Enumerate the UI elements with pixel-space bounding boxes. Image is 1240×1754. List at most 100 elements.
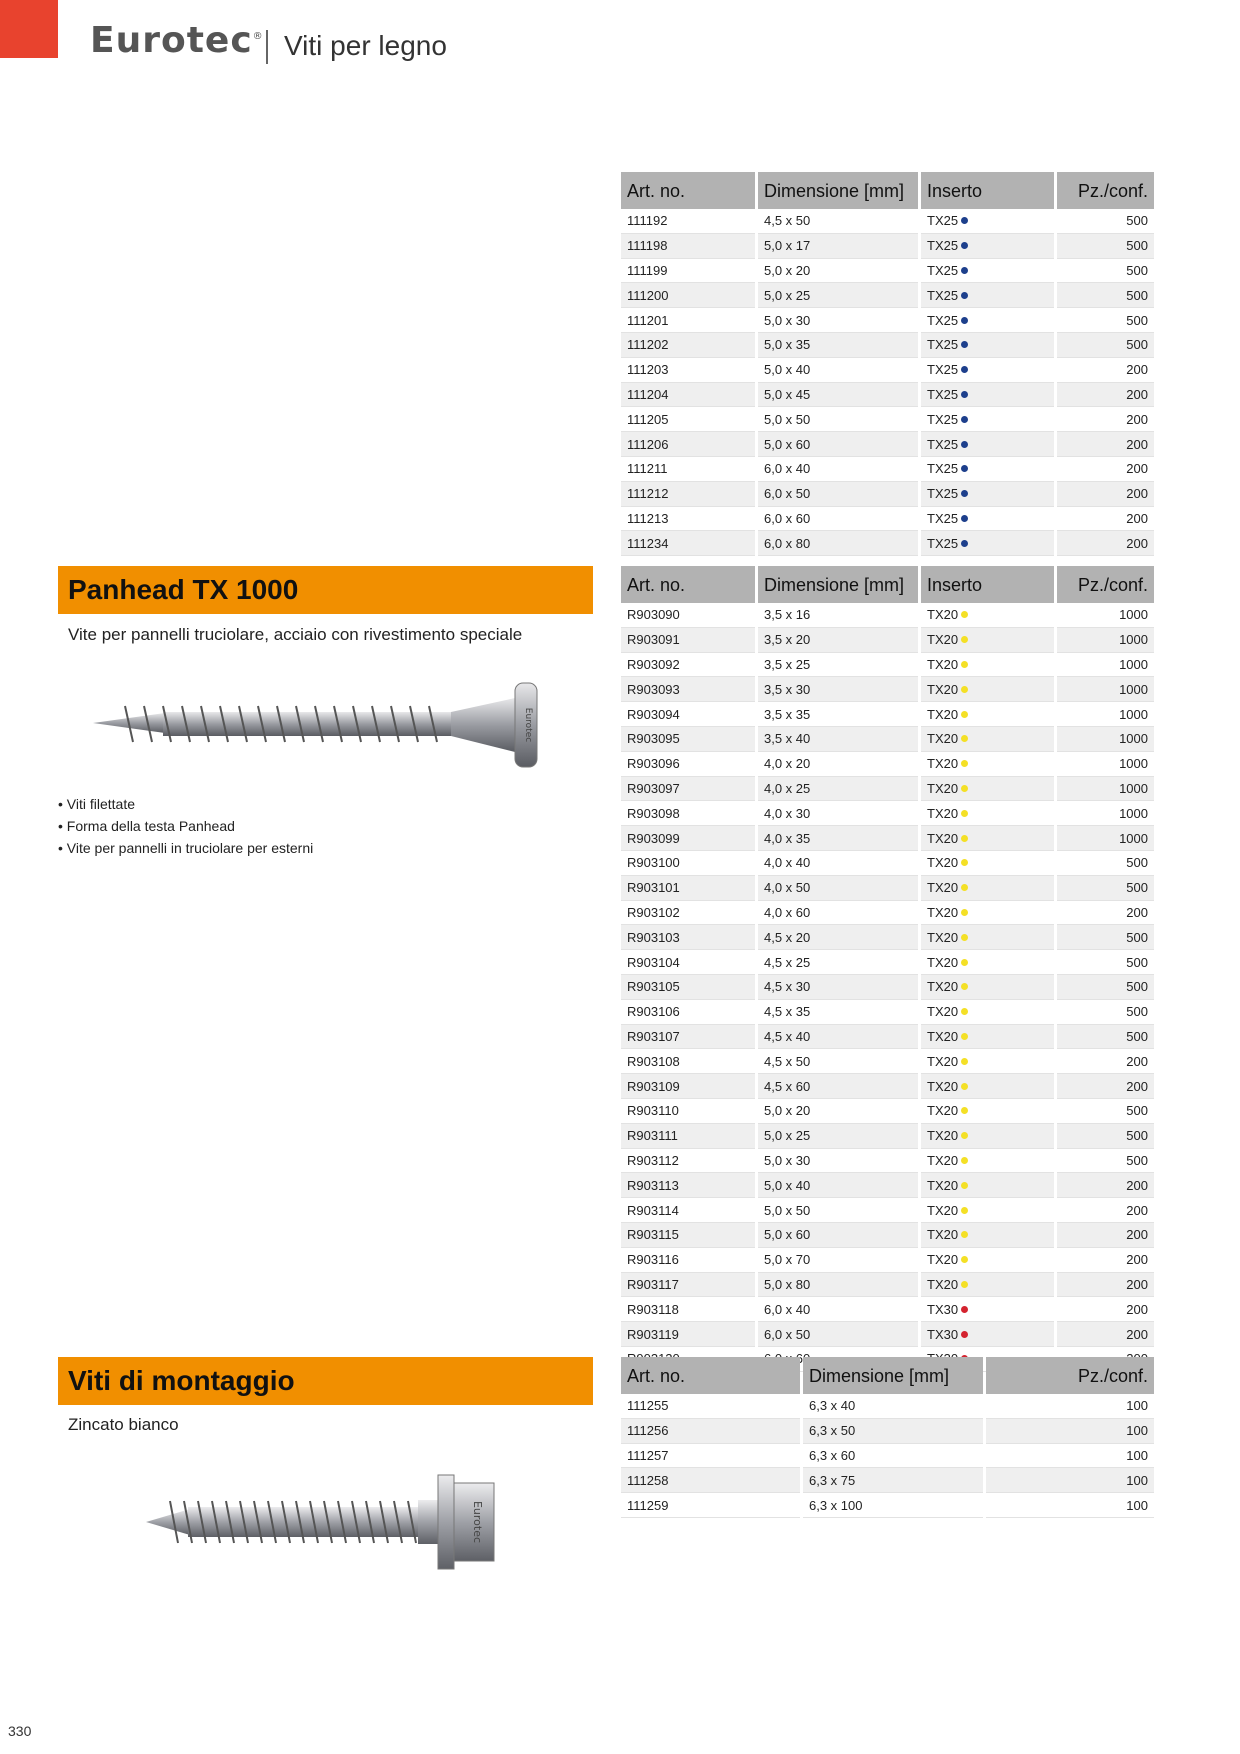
col-art-no: Art. no.	[621, 172, 755, 209]
table-cell: 200	[1057, 531, 1154, 557]
section-title-panhead: Panhead TX 1000	[58, 566, 593, 614]
bit-color-dot	[961, 636, 969, 644]
bit-color-dot	[961, 760, 969, 768]
table-cell: R903119	[621, 1322, 755, 1347]
table-cell: 111255	[621, 1394, 800, 1419]
table-cell: R903099	[621, 826, 755, 851]
cell-inserto: TX25	[921, 308, 1054, 333]
col-dimension: Dimensione [mm]	[803, 1357, 983, 1394]
bit-color-dot	[961, 908, 969, 916]
bit-color-dot	[961, 1330, 969, 1338]
col-art-no: Art. no.	[621, 1357, 800, 1394]
table-cell: 5,0 x 20	[758, 1099, 918, 1124]
cell-inserto: TX30	[921, 1322, 1054, 1347]
col-inserto: Inserto	[921, 566, 1054, 603]
table-cell: R903115	[621, 1222, 755, 1248]
table-cell: 4,5 x 20	[758, 925, 918, 951]
table-first: Art. no. Dimensione [mm] Inserto Pz./con…	[618, 172, 1157, 557]
thread-line	[162, 705, 172, 743]
table-cell: R903112	[621, 1149, 755, 1174]
bit-color-dot	[961, 316, 969, 324]
table-row: 111212 6,0 x 50 TX25 200	[621, 481, 1154, 507]
inserto-label: TX20	[927, 1004, 959, 1020]
cell-inserto: TX20	[921, 1222, 1054, 1248]
table-cell: 1000	[1057, 677, 1154, 703]
table-row: R903117 5,0 x 80 TX20 200	[621, 1272, 1154, 1298]
table-cell: 111198	[621, 233, 755, 259]
inserto-label: TX25	[927, 535, 959, 551]
col-pz-conf: Pz./conf.	[1057, 172, 1154, 209]
cell-inserto: TX25	[921, 481, 1054, 507]
cell-inserto: TX25	[921, 382, 1054, 408]
inserto-label: TX20	[927, 929, 959, 945]
table-cell: 200	[1057, 382, 1154, 408]
thread-line	[200, 705, 210, 743]
screw-head-text: Eurotec	[471, 1501, 484, 1543]
bit-color-dot	[961, 884, 969, 892]
cell-inserto: TX20	[921, 1024, 1054, 1050]
table-cell: 5,0 x 60	[758, 432, 918, 457]
cell-inserto: TX20	[921, 1173, 1054, 1199]
table-row: 111206 5,0 x 60 TX25 200	[621, 432, 1154, 457]
cell-inserto: TX25	[921, 457, 1054, 482]
table-row: R903115 5,0 x 60 TX20 200	[621, 1222, 1154, 1248]
table-cell: R903106	[621, 1000, 755, 1025]
bit-color-dot	[961, 1107, 969, 1115]
thread-line	[124, 705, 134, 743]
table-row: R903116 5,0 x 70 TX20 200	[621, 1248, 1154, 1273]
cell-inserto: TX20	[921, 752, 1054, 777]
col-inserto: Inserto	[921, 172, 1054, 209]
table-row: 111205 5,0 x 50 TX25 200	[621, 407, 1154, 433]
thread-line	[253, 1500, 263, 1544]
table-cell: R903094	[621, 702, 755, 727]
table-row: R903091 3,5 x 20 TX20 1000	[621, 627, 1154, 653]
bit-color-dot	[961, 490, 969, 498]
inserto-label: TX25	[927, 337, 959, 353]
feature-list: Viti filettate Forma della testa Panhead…	[58, 793, 313, 859]
inserto-label: TX20	[927, 706, 959, 722]
inserto-label: TX20	[927, 1103, 959, 1119]
table-row: R903108 4,5 x 50 TX20 200	[621, 1049, 1154, 1075]
feature-item: Forma della testa Panhead	[58, 815, 313, 837]
bit-color-dot	[961, 933, 969, 941]
inserto-label: TX25	[927, 238, 959, 254]
table-row: R903110 5,0 x 20 TX20 500	[621, 1099, 1154, 1124]
table-row: R903107 4,5 x 40 TX20 500	[621, 1024, 1154, 1050]
bit-color-dot	[961, 1231, 969, 1239]
table-cell: 111192	[621, 209, 755, 234]
feature-item: Viti filettate	[58, 793, 313, 815]
table-cell: 200	[1057, 432, 1154, 457]
montaggio-screw-image: Eurotec	[146, 1474, 495, 1570]
inserto-label: TX25	[927, 386, 959, 402]
table-cell: 200	[1057, 901, 1154, 926]
inserto-label: TX20	[927, 1177, 959, 1193]
inserto-label: TX25	[927, 486, 959, 502]
table-cell: 200	[1057, 1074, 1154, 1099]
cell-inserto: TX20	[921, 776, 1054, 802]
table-cell: 500	[1057, 259, 1154, 284]
table-cell: 5,0 x 30	[758, 1149, 918, 1174]
inserto-label: TX20	[927, 1028, 959, 1044]
table-cell: 111213	[621, 507, 755, 532]
table-cell: 111256	[621, 1418, 800, 1444]
cell-inserto: TX25	[921, 531, 1054, 557]
cell-inserto: TX25	[921, 259, 1054, 284]
table-row: R903093 3,5 x 30 TX20 1000	[621, 677, 1154, 703]
table-row: 111255 6,3 x 40 100	[621, 1394, 1154, 1419]
table-row: R903103 4,5 x 20 TX20 500	[621, 925, 1154, 951]
bit-color-dot	[961, 1156, 969, 1164]
col-dimension: Dimensione [mm]	[758, 566, 918, 603]
table-cell: 111212	[621, 481, 755, 507]
inserto-label: TX20	[927, 632, 959, 648]
thread-line	[169, 1500, 179, 1544]
table-cell: 500	[1057, 1149, 1154, 1174]
table-cell: 4,0 x 60	[758, 901, 918, 926]
table-cell: R903092	[621, 653, 755, 678]
table-row: R903105 4,5 x 30 TX20 500	[621, 974, 1154, 1000]
table-cell: R903109	[621, 1074, 755, 1099]
table-cell: R903097	[621, 776, 755, 802]
table-cell: 4,0 x 20	[758, 752, 918, 777]
bit-color-dot	[961, 958, 969, 966]
bit-color-dot	[961, 1132, 969, 1140]
table-row: R903099 4,0 x 35 TX20 1000	[621, 826, 1154, 851]
